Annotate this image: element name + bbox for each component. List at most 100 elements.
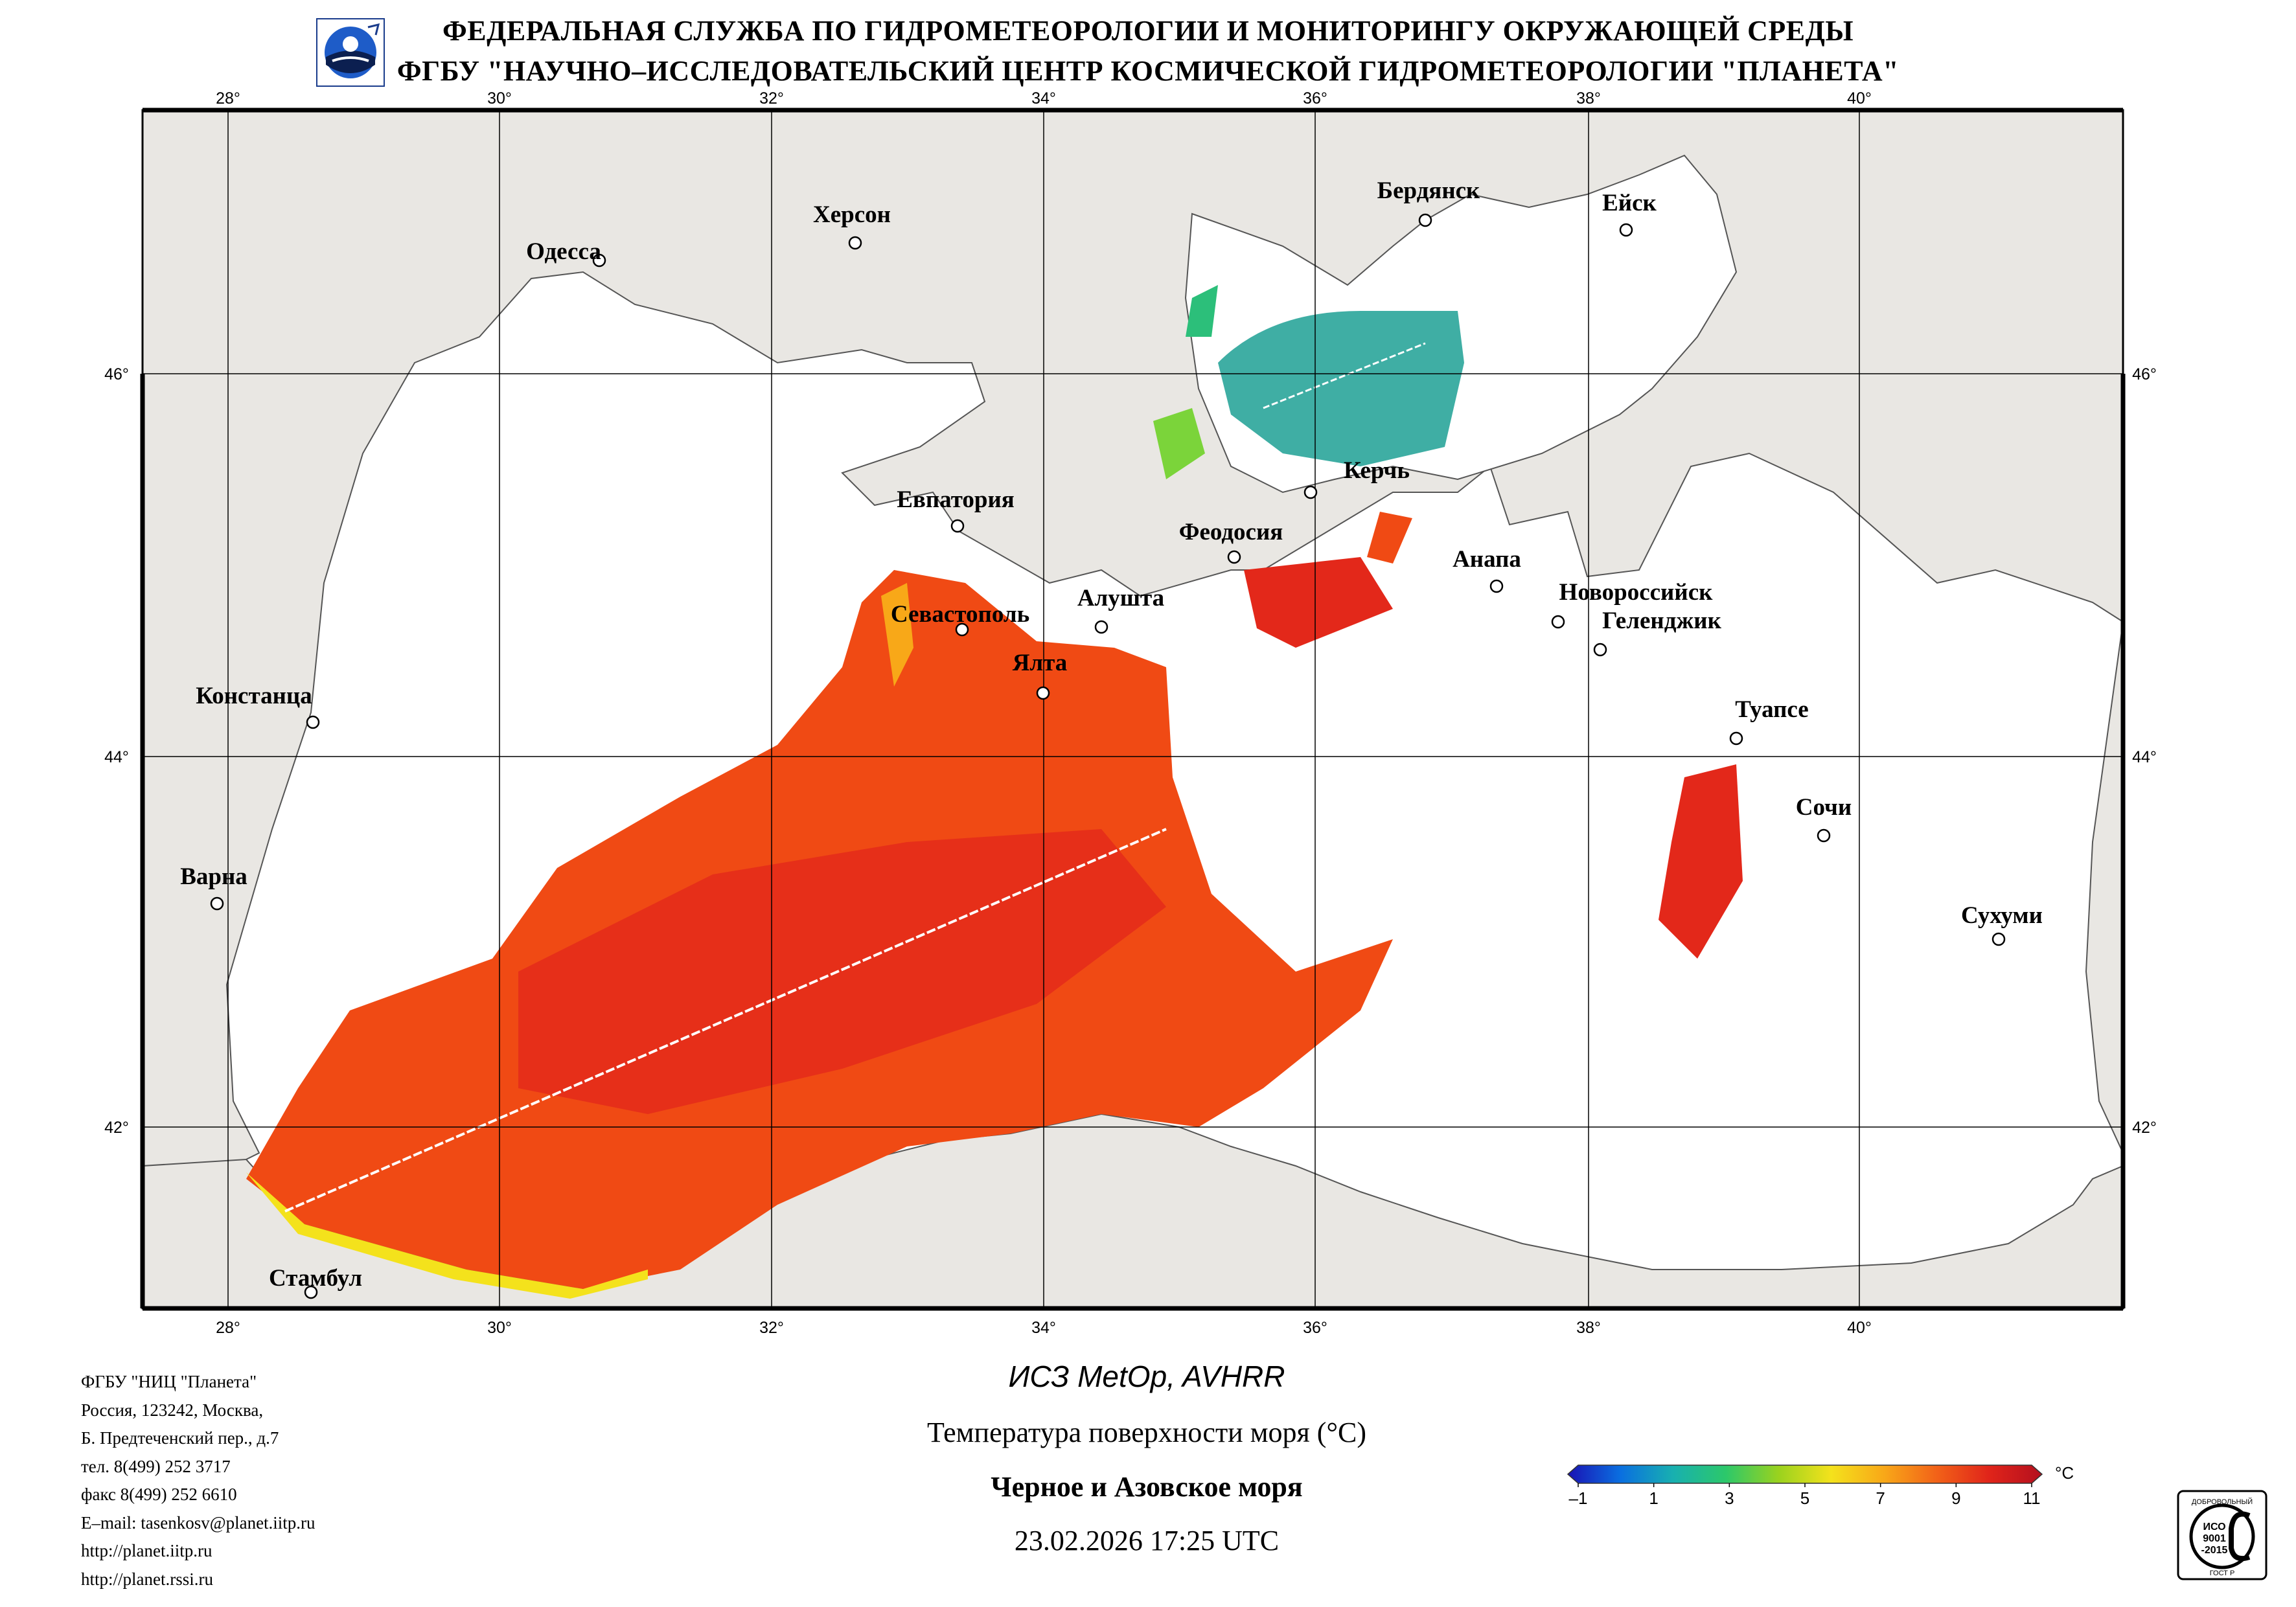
city-marker xyxy=(592,253,606,268)
parameter-label: Температура поверхности моря (°C) xyxy=(926,1417,1367,1448)
iso-9001-badge: ДОБРОВОЛЬНЫЙ ИСО 9001 -2015 ГОСТ Р xyxy=(2177,1490,2267,1580)
city-marker xyxy=(955,622,969,637)
city-label: Севастополь xyxy=(891,601,1029,628)
lon-label: 28° xyxy=(216,1319,240,1337)
lat-label: 42° xyxy=(104,1119,129,1137)
city-label: Варна xyxy=(180,863,247,890)
city-marker xyxy=(304,1285,318,1299)
colorbar-tick-label: 3 xyxy=(1725,1488,1734,1508)
contact-line: Б. Предтеченский пер., д.7 xyxy=(81,1428,279,1448)
contact-block: ФГБУ "НИЦ "Планета" Россия, 123242, Моск… xyxy=(81,1368,316,1593)
city-labels: Одесса Херсон Бердянск Ейск Евпатория Керчь Фе… xyxy=(180,177,2043,1299)
colorbar-tick-label: 9 xyxy=(1951,1488,1960,1508)
city-label: Керчь xyxy=(1344,457,1410,484)
colorbar-tick-label: 5 xyxy=(1800,1488,1809,1508)
azov-sst xyxy=(1153,285,1464,479)
city-marker xyxy=(1817,828,1831,843)
lon-label: 38° xyxy=(1576,89,1601,108)
lon-labels-top: 28° 30° 32° 34° 36° 38° 40° xyxy=(216,89,1872,108)
contact-line: тел. 8(499) 252 3717 xyxy=(81,1456,231,1476)
city-label: Новороссийск xyxy=(1559,579,1714,606)
header-title-line1: ФЕДЕРАЛЬНАЯ СЛУЖБА ПО ГИДРОМЕТЕОРОЛОГИИ … xyxy=(442,15,1854,47)
black-sea-sst xyxy=(246,342,1743,1299)
contact-line: http://planet.rssi.ru xyxy=(81,1569,213,1589)
city-marker xyxy=(848,236,862,250)
colorbar-tick-label: 11 xyxy=(2023,1488,2041,1508)
colorbar-ramp xyxy=(1567,1465,2043,1484)
lon-label: 32° xyxy=(759,89,784,108)
city-marker xyxy=(1619,223,1633,237)
lon-label: 32° xyxy=(759,1319,784,1337)
svg-text:ГОСТ Р: ГОСТ Р xyxy=(2210,1569,2235,1577)
city-label: Феодосия xyxy=(1179,519,1283,545)
city-marker xyxy=(1227,550,1241,564)
city-label: Туапсе xyxy=(1735,696,1808,723)
lon-label: 36° xyxy=(1303,89,1327,108)
city-marker xyxy=(1094,620,1108,634)
city-label: Бердянск xyxy=(1377,177,1480,204)
lat-labels-right: 46° 44° 42° xyxy=(2132,365,2157,1137)
svg-text:9001: 9001 xyxy=(2203,1533,2226,1544)
lon-label: 34° xyxy=(1031,1319,1056,1337)
svg-text:ИСО: ИСО xyxy=(2203,1522,2225,1533)
city-marker xyxy=(1593,643,1607,657)
city-label: Ялта xyxy=(1013,650,1068,676)
svg-text:ДОБРОВОЛЬНЫЙ: ДОБРОВОЛЬНЫЙ xyxy=(2192,1498,2253,1506)
city-marker xyxy=(1551,615,1565,629)
city-marker xyxy=(210,896,224,911)
lon-label: 38° xyxy=(1576,1319,1601,1337)
lat-label: 46° xyxy=(2132,365,2157,383)
city-label: Евпатория xyxy=(897,486,1015,513)
colorbar-unit: °C xyxy=(2055,1463,2073,1483)
lat-label: 44° xyxy=(2132,748,2157,766)
city-marker xyxy=(1992,932,2006,946)
contact-line: http://planet.iitp.ru xyxy=(81,1541,212,1560)
colorbar-tick-label: –1 xyxy=(1569,1488,1588,1508)
lon-label: 30° xyxy=(487,89,512,108)
lat-label: 46° xyxy=(104,365,129,383)
city-label: Херсон xyxy=(813,201,891,228)
lon-label: 40° xyxy=(1847,1319,1872,1337)
city-label: Одесса xyxy=(526,238,601,265)
region-label: Черное и Азовское моря xyxy=(991,1471,1303,1503)
header-title-line2: ФГБУ "НАУЧНО–ИССЛЕДОВАТЕЛЬСКИЙ ЦЕНТР КОС… xyxy=(396,55,1900,87)
city-label: Констанца xyxy=(196,683,312,709)
lat-label: 42° xyxy=(2132,1119,2157,1137)
colorbar-ticks: –1 1 3 5 7 9 11 xyxy=(1569,1483,2041,1508)
graticule xyxy=(143,110,2123,1308)
lon-labels-bottom: 28° 30° 32° 34° 36° 38° 40° xyxy=(216,1319,1872,1337)
city-marker xyxy=(1036,686,1050,700)
city-marker xyxy=(950,519,965,533)
colorbar: –1 1 3 5 7 9 11 °C xyxy=(1567,1463,2073,1508)
planeta-logo xyxy=(316,18,385,87)
contact-line: Россия, 123242, Москва, xyxy=(81,1400,264,1420)
city-marker xyxy=(306,715,320,729)
lon-label: 34° xyxy=(1031,89,1056,108)
city-label: Анапа xyxy=(1452,546,1521,573)
city-marker xyxy=(1303,485,1318,499)
city-label: Геленджик xyxy=(1602,608,1722,634)
lon-label: 30° xyxy=(487,1319,512,1337)
colorbar-tick-label: 1 xyxy=(1649,1488,1658,1508)
lon-label: 28° xyxy=(216,89,240,108)
satellite-label: ИСЗ MetOp, AVHRR xyxy=(1008,1360,1285,1393)
city-marker xyxy=(1418,213,1432,227)
lat-labels-left: 46° 44° 42° xyxy=(104,365,129,1137)
svg-text:-2015: -2015 xyxy=(2201,1545,2228,1556)
colorbar-tick-label: 7 xyxy=(1876,1488,1885,1508)
contact-line: факс 8(499) 252 6610 xyxy=(81,1485,237,1504)
contact-line: ФГБУ "НИЦ "Планета" xyxy=(81,1372,257,1391)
city-label: Сухуми xyxy=(1961,902,2043,929)
city-label: Сочи xyxy=(1796,794,1852,821)
city-label: Стамбул xyxy=(269,1265,362,1292)
lon-label: 36° xyxy=(1303,1319,1327,1337)
city-label: Алушта xyxy=(1077,585,1164,611)
lat-label: 44° xyxy=(104,748,129,766)
city-label: Ейск xyxy=(1602,190,1657,216)
lon-label: 40° xyxy=(1847,89,1872,108)
contact-line: E–mail: tasenkosv@planet.iitp.ru xyxy=(81,1512,316,1533)
city-marker xyxy=(1729,731,1743,746)
city-marker xyxy=(1489,579,1504,593)
datetime-label: 23.02.2026 17:25 UTC xyxy=(1014,1525,1280,1556)
